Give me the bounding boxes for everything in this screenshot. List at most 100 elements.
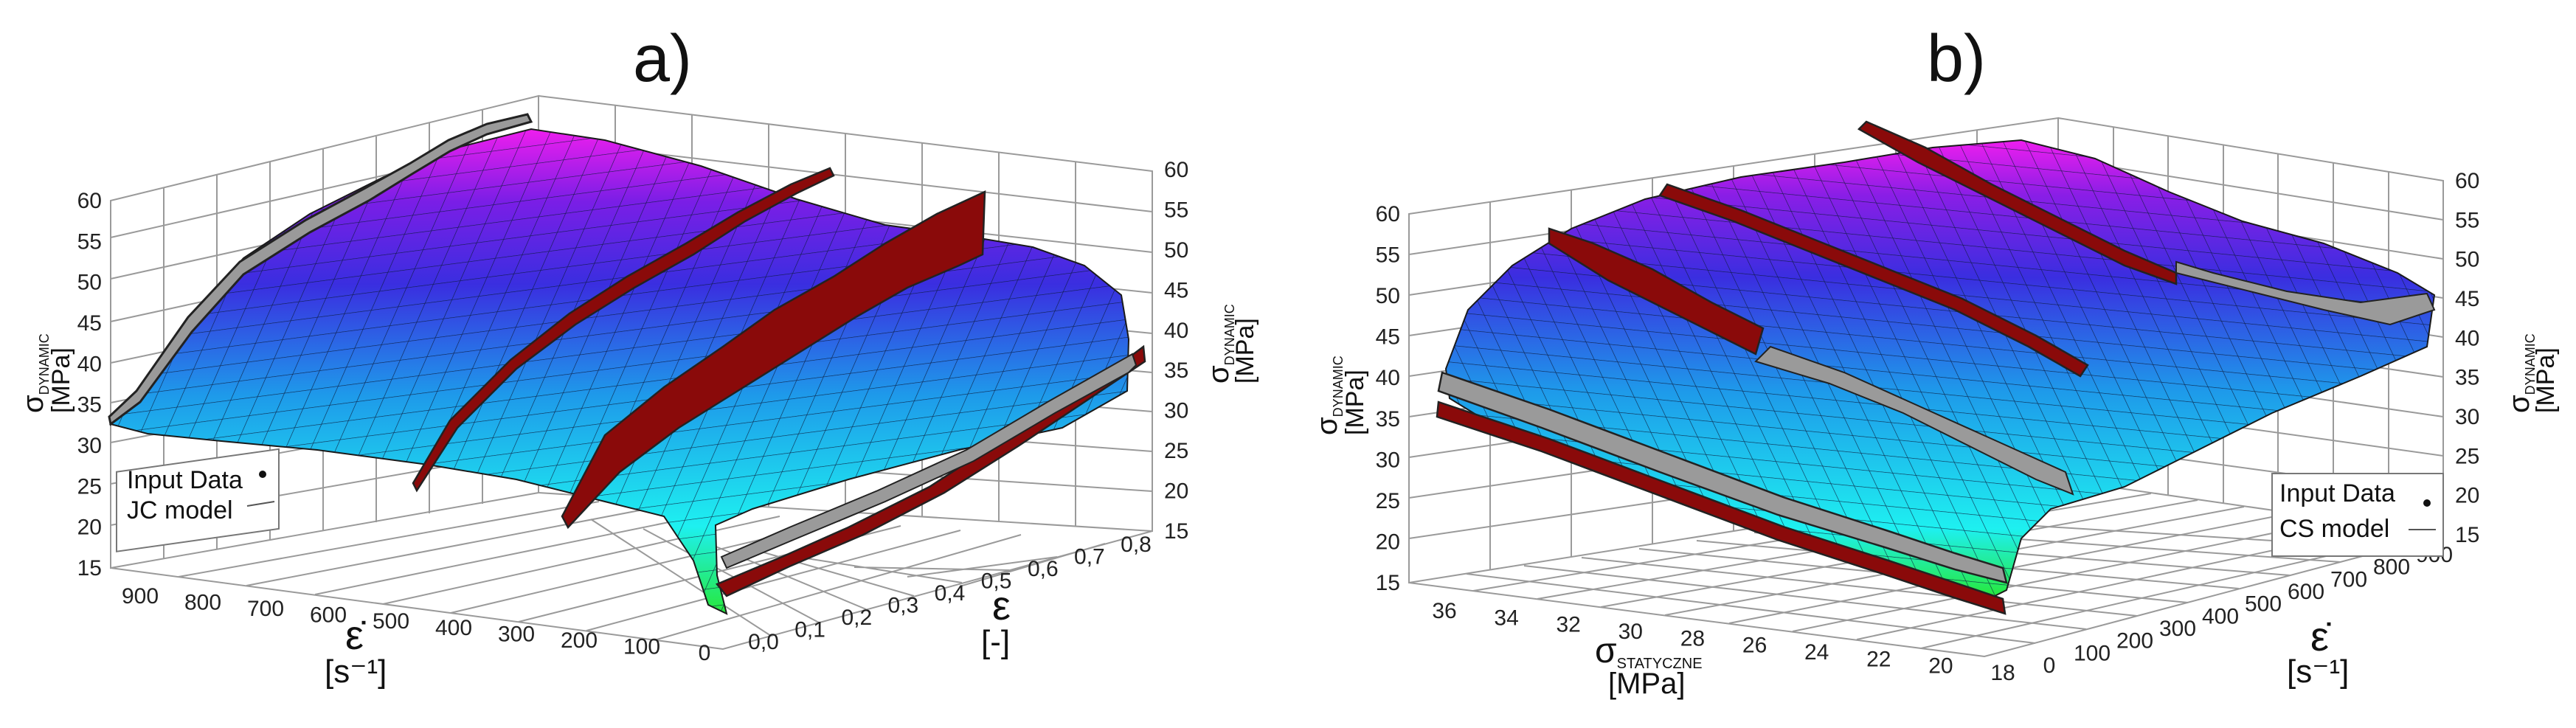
panel-b-static-unit: [MPa] bbox=[1608, 668, 1685, 700]
b-z-tick-right-5: 40 bbox=[2455, 326, 2479, 350]
b-z-tick-left-3: 30 bbox=[1376, 448, 1400, 472]
b-z-tick-left-1: 20 bbox=[1376, 530, 1400, 554]
a-z-tick-left-7: 50 bbox=[77, 271, 102, 295]
b-z-tick-right-4: 35 bbox=[2455, 366, 2479, 390]
panel-a-y-symbol: ε bbox=[992, 582, 1011, 628]
panel-a-data-curve-2 bbox=[412, 167, 835, 493]
b-x-tick-7: 700 bbox=[2330, 567, 2367, 592]
panel-a-x-ticks: 900 800 700 600 500 400 300 200 100 0 bbox=[122, 584, 710, 665]
b-x-tick-6: 600 bbox=[2288, 580, 2324, 604]
b-x-tick-5: 500 bbox=[2245, 592, 2282, 617]
a-x-tick-1: 800 bbox=[184, 591, 221, 615]
panel-a-x-symbol: ε̇ bbox=[345, 611, 366, 658]
b-z-tick-right-8: 55 bbox=[2455, 208, 2479, 232]
panel-b-input-data bbox=[1436, 120, 2436, 615]
panel-b-data-curve-1 bbox=[1437, 371, 2008, 584]
legend-b-input-label: Input Data bbox=[2279, 479, 2395, 507]
b-s-tick-8: 20 bbox=[1928, 654, 1953, 679]
panel-a-y-unit: [-] bbox=[981, 624, 1010, 660]
a-z-tick-left-2: 25 bbox=[77, 474, 102, 499]
a-y-tick-5: 0,5 bbox=[981, 569, 1012, 594]
a-x-tick-3: 600 bbox=[310, 603, 347, 628]
a-x-tick-5: 400 bbox=[435, 616, 472, 640]
a-z-tick-left-5: 40 bbox=[77, 352, 102, 376]
b-s-tick-0: 36 bbox=[1432, 599, 1456, 623]
panel-a-z-unit-right: [MPa] bbox=[1231, 318, 1259, 384]
b-z-tick-left-4: 35 bbox=[1376, 407, 1400, 431]
legend-a-input-label: Input Data bbox=[127, 466, 243, 494]
panel-b-x-ticks: 0100200300400500600700800900 bbox=[2043, 543, 2453, 678]
panel-a-data-curve-1 bbox=[108, 113, 533, 426]
panel-b-static-ticks: 36 34 32 30 28 26 24 22 20 18 bbox=[1432, 599, 2015, 685]
a-z-tick-right-9: 60 bbox=[1164, 158, 1188, 182]
b-z-tick-right-7: 50 bbox=[2455, 248, 2479, 272]
panel-b-z-unit: [MPa] bbox=[1341, 370, 1369, 435]
panel-b-title: b) bbox=[1927, 22, 1986, 96]
a-z-tick-right-4: 35 bbox=[1164, 358, 1188, 383]
a-z-tick-left-8: 55 bbox=[77, 229, 102, 254]
a-z-tick-left-0: 15 bbox=[77, 556, 102, 580]
panel-a-data-curve-5 bbox=[720, 353, 1138, 569]
b-s-tick-9: 18 bbox=[1990, 661, 2015, 685]
panel-b-static-sym: σ bbox=[1595, 631, 1617, 670]
a-x-tick-6: 300 bbox=[498, 622, 535, 646]
panel-a-z-subscript-right: DYNAMIC bbox=[1222, 304, 1237, 365]
b-z-tick-left-6: 45 bbox=[1376, 325, 1400, 350]
panel-a-z-unit: [MPa] bbox=[47, 347, 75, 413]
a-z-tick-right-2: 25 bbox=[1164, 439, 1188, 463]
legend-a-input-marker bbox=[259, 471, 266, 478]
panel-b-z-symbol-right: σ bbox=[2503, 395, 2535, 413]
panel-b-x-unit: [s⁻¹] bbox=[2287, 654, 2349, 690]
b-x-tick-1: 100 bbox=[2074, 641, 2111, 665]
b-s-tick-3: 30 bbox=[1618, 620, 1643, 644]
panel-b-data-curve-3 bbox=[1548, 227, 1765, 356]
a-x-tick-8: 100 bbox=[623, 634, 660, 659]
b-z-tick-right-0: 15 bbox=[2455, 523, 2479, 547]
panel-b-data-curve-2 bbox=[1436, 401, 2007, 615]
panel-b-z-unit-right: [MPa] bbox=[2532, 347, 2560, 413]
b-s-tick-5: 26 bbox=[1742, 634, 1767, 658]
a-z-tick-right-5: 40 bbox=[1164, 319, 1188, 343]
panel-b-z-ticks-right: 15 20 25 30 35 40 45 50 55 60 bbox=[2455, 169, 2479, 547]
panel-b-static-symbol: σSTATYCZNE bbox=[1595, 631, 1703, 672]
a-z-tick-right-1: 20 bbox=[1164, 479, 1188, 504]
a-z-tick-left-3: 30 bbox=[77, 434, 102, 458]
panel-b-z-subscript-right: DYNAMIC bbox=[2523, 333, 2538, 395]
a-x-tick-2: 700 bbox=[247, 597, 284, 621]
panel-a-y-ticks: 0,0 0,1 0,2 0,3 0,4 0,5 0,6 0,7 0,8 bbox=[748, 533, 1152, 654]
b-z-tick-right-1: 20 bbox=[2455, 484, 2479, 508]
b-x-tick-8: 800 bbox=[2373, 555, 2410, 580]
svg-text:σDYNAMIC: σDYNAMIC bbox=[1202, 304, 1237, 384]
panel-b-legend: Input Data CS model bbox=[2271, 473, 2444, 557]
panel-a-z-ticks-right: 15 20 25 30 35 40 45 50 55 60 bbox=[1164, 158, 1188, 544]
a-z-tick-left-1: 20 bbox=[77, 516, 102, 540]
b-s-tick-2: 32 bbox=[1557, 613, 1581, 637]
panel-b-z-label-left: σDYNAMIC [MPa] bbox=[1311, 356, 1369, 435]
panel-b-x-symbol: ε̇ bbox=[2310, 613, 2331, 659]
panel-a-z-label-left: σDYNAMIC [MPa] bbox=[17, 333, 75, 413]
svg-text:σDYNAMIC: σDYNAMIC bbox=[17, 333, 52, 413]
panel-a-z-label-right: σDYNAMIC [MPa] bbox=[1202, 304, 1259, 384]
panel-b-data-curve-4 bbox=[1754, 345, 2074, 496]
panel-a-z-symbol-right: σ bbox=[1202, 365, 1235, 384]
panel-b-static-sub: STATYCZNE bbox=[1617, 656, 1703, 672]
panel-a-legend: Input Data JC model bbox=[116, 448, 280, 552]
a-x-tick-7: 200 bbox=[561, 628, 598, 653]
panel-b-z-subscript: DYNAMIC bbox=[1331, 356, 1346, 417]
panel-b-data-curve-7 bbox=[2175, 260, 2436, 326]
a-z-tick-left-6: 45 bbox=[77, 311, 102, 336]
a-y-tick-6: 0,6 bbox=[1028, 557, 1059, 581]
a-y-tick-8: 0,8 bbox=[1121, 533, 1152, 557]
a-x-tick-0: 900 bbox=[122, 584, 159, 609]
panel-a-x-unit: [s⁻¹] bbox=[325, 654, 387, 690]
svg-text:σDYNAMIC: σDYNAMIC bbox=[2503, 333, 2538, 413]
b-z-tick-right-3: 30 bbox=[2455, 405, 2479, 429]
b-x-tick-4: 400 bbox=[2202, 604, 2239, 628]
a-z-tick-right-6: 45 bbox=[1164, 278, 1188, 302]
a-z-tick-right-3: 30 bbox=[1164, 399, 1188, 423]
panel-a-z-subscript: DYNAMIC bbox=[37, 333, 52, 395]
a-z-tick-right-0: 15 bbox=[1164, 519, 1188, 544]
a-y-tick-4: 0,4 bbox=[935, 581, 966, 606]
